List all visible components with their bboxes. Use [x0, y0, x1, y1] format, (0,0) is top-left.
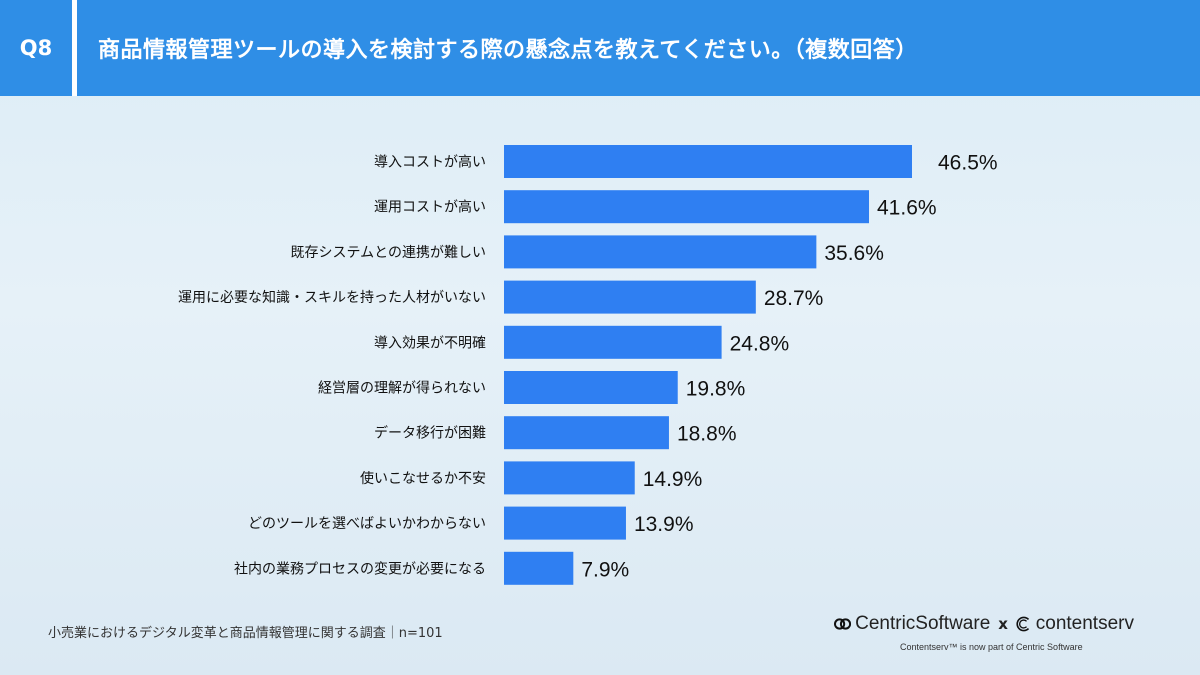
category-label: どのツールを選べばよいかわからない	[248, 516, 486, 532]
centric-logo-text: CentricSoftware	[855, 613, 991, 634]
contentserv-logo-text: contentserv	[1035, 613, 1134, 634]
value-label: 35.6%	[824, 242, 884, 265]
bar	[504, 461, 635, 495]
category-label: 社内の業務プロセスの変更が必要になる	[234, 560, 486, 577]
category-label: 使いこなせるか不安	[360, 470, 486, 487]
logo-tagline: Contentserv™ is now part of Centric Soft…	[900, 642, 1083, 652]
logo-separator: x	[998, 615, 1008, 633]
question-number: Q8	[19, 36, 53, 60]
bar	[504, 190, 870, 224]
page-title: 商品情報管理ツールの導入を検討する際の懸念点を教えてください。（複数回答）	[98, 38, 918, 63]
bar	[504, 551, 574, 585]
category-label: 既存システムとの連携が難しい	[291, 245, 486, 261]
header-bar: Q8 商品情報管理ツールの導入を検討する際の懸念点を教えてください。（複数回答）	[0, 0, 1200, 96]
bar	[504, 280, 756, 314]
bar	[504, 325, 722, 359]
value-label: 46.5%	[938, 152, 998, 175]
value-label: 18.8%	[677, 423, 737, 446]
bar-chart: 導入コストが高い 46.5% 運用コストが高い 41.6% 既存システムとの連携が難しい…	[178, 145, 998, 585]
bar	[504, 371, 678, 404]
footnote: 小売業におけるデジタル変革と商品情報管理に関する調査｜n=101	[48, 626, 443, 641]
value-label: 19.8%	[686, 378, 746, 401]
bar	[504, 506, 626, 540]
category-label: 運用に必要な知識・スキルを持った人材がいない	[178, 289, 486, 306]
logo-area: CentricSoftware x contentserv Contentser…	[834, 610, 1134, 660]
category-label: 運用コストが高い	[374, 199, 486, 216]
category-label: 導入コストが高い	[374, 154, 486, 171]
value-label: 14.9%	[643, 468, 703, 491]
header-divider	[72, 0, 77, 96]
value-label: 28.7%	[764, 287, 824, 310]
value-label: 24.8%	[730, 332, 790, 355]
category-label: 経営層の理解が得られない	[318, 380, 486, 397]
centric-logo-icon	[834, 618, 852, 630]
value-label: 13.9%	[634, 513, 694, 536]
bar	[504, 145, 912, 178]
category-label: 導入効果が不明確	[374, 335, 486, 351]
bar	[504, 416, 669, 450]
contentserv-logo-icon	[1016, 616, 1030, 632]
bar	[504, 235, 817, 269]
value-label: 41.6%	[877, 197, 937, 220]
value-label: 7.9%	[581, 558, 629, 581]
category-label: データ移行が困難	[374, 425, 486, 442]
